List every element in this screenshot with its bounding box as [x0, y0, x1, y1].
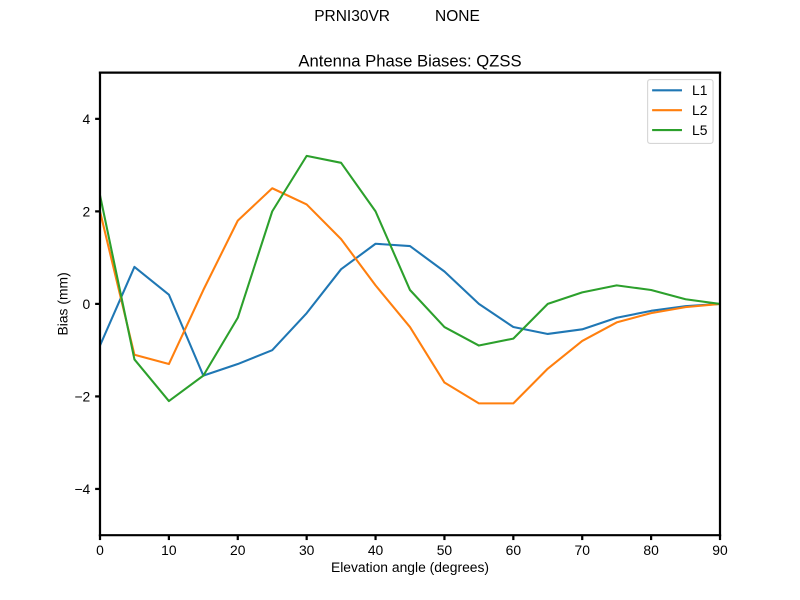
svg-text:10: 10 — [161, 542, 177, 558]
svg-text:2: 2 — [83, 203, 91, 219]
svg-text:20: 20 — [230, 542, 246, 558]
svg-text:90: 90 — [712, 542, 728, 558]
svg-text:L5: L5 — [692, 122, 708, 138]
svg-text:60: 60 — [506, 542, 522, 558]
svg-text:Antenna Phase Biases: QZSS: Antenna Phase Biases: QZSS — [298, 52, 521, 71]
svg-text:Bias (mm): Bias (mm) — [55, 272, 71, 335]
svg-text:−2: −2 — [74, 388, 90, 404]
svg-text:40: 40 — [368, 542, 384, 558]
svg-text:−4: −4 — [74, 481, 90, 497]
svg-text:50: 50 — [437, 542, 453, 558]
svg-text:L1: L1 — [692, 82, 708, 98]
svg-text:0: 0 — [83, 296, 91, 312]
svg-text:4: 4 — [83, 111, 91, 127]
svg-text:30: 30 — [299, 542, 315, 558]
svg-text:70: 70 — [575, 542, 591, 558]
svg-text:0: 0 — [96, 542, 104, 558]
svg-text:L2: L2 — [692, 102, 708, 118]
svg-text:Elevation angle (degrees): Elevation angle (degrees) — [331, 559, 489, 575]
svg-text:80: 80 — [643, 542, 659, 558]
